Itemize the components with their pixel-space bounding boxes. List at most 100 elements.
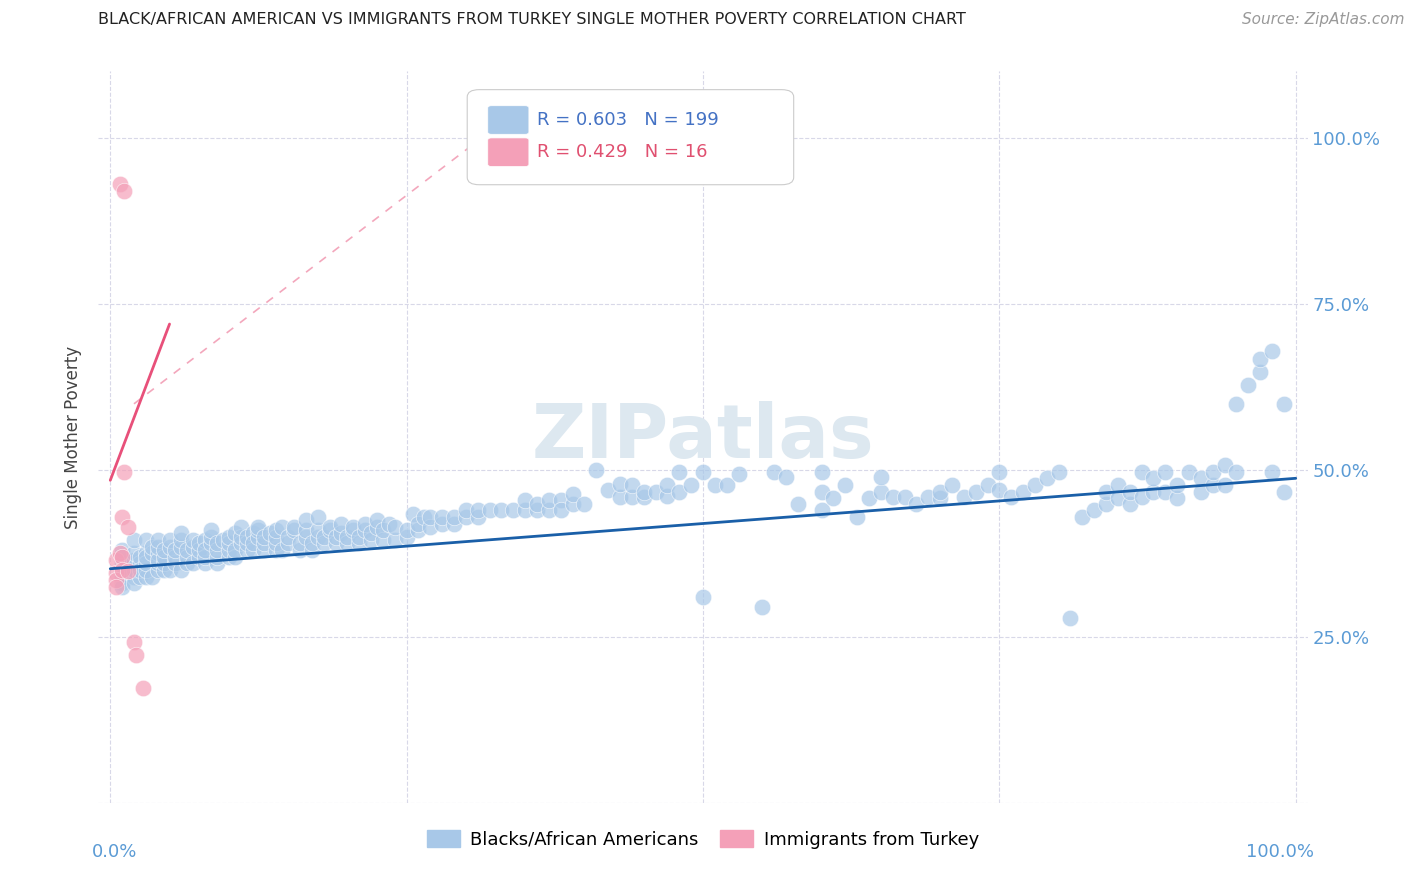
Point: [205, 536, 228, 550]
Point: [917, 490, 939, 504]
Y-axis label: Single Mother Poverty: Single Mother Poverty: [65, 345, 83, 529]
Point: [371, 533, 394, 548]
Point: [111, 543, 134, 558]
Text: Source: ZipAtlas.com: Source: ZipAtlas.com: [1241, 12, 1405, 28]
Point: [307, 509, 329, 524]
Point: [247, 530, 270, 544]
Point: [259, 526, 281, 541]
Point: [598, 483, 620, 498]
Point: [1142, 471, 1164, 485]
Point: [129, 563, 152, 577]
Point: [366, 520, 388, 534]
Point: [170, 563, 193, 577]
Point: [882, 490, 904, 504]
Point: [188, 549, 211, 564]
Point: [135, 546, 157, 560]
Point: [122, 546, 145, 560]
Point: [277, 536, 299, 550]
Point: [550, 493, 572, 508]
Point: [763, 465, 786, 479]
Point: [657, 489, 679, 503]
Point: [111, 509, 134, 524]
Point: [141, 570, 163, 584]
Point: [965, 484, 987, 499]
Point: [307, 523, 329, 537]
FancyBboxPatch shape: [488, 138, 529, 167]
Point: [408, 523, 430, 537]
Point: [1202, 465, 1225, 479]
Point: [135, 549, 157, 564]
Point: [941, 478, 963, 492]
Point: [1012, 484, 1035, 499]
Point: [283, 520, 305, 534]
Point: [117, 520, 139, 534]
Point: [159, 540, 181, 554]
Point: [988, 465, 1011, 479]
Point: [108, 546, 131, 560]
Point: [152, 563, 174, 577]
Point: [132, 681, 155, 696]
Point: [432, 516, 454, 531]
Point: [264, 536, 287, 550]
Point: [122, 635, 145, 649]
Point: [224, 526, 246, 541]
Point: [283, 523, 305, 537]
Point: [633, 484, 655, 499]
Point: [1225, 465, 1247, 479]
Point: [1059, 611, 1081, 625]
Point: [751, 599, 773, 614]
Point: [146, 557, 169, 571]
Point: [1154, 484, 1177, 499]
Point: [165, 557, 187, 571]
Point: [561, 486, 583, 500]
Point: [1071, 509, 1094, 524]
Point: [858, 491, 880, 506]
Point: [1107, 478, 1129, 492]
Point: [194, 557, 217, 571]
Text: R = 0.429   N = 16: R = 0.429 N = 16: [537, 143, 707, 161]
Point: [200, 530, 222, 544]
Point: [775, 470, 797, 484]
Point: [146, 540, 169, 554]
Point: [295, 523, 318, 537]
Point: [384, 520, 406, 534]
Point: [111, 549, 134, 564]
Point: [218, 543, 240, 558]
Point: [443, 516, 465, 531]
FancyBboxPatch shape: [467, 90, 793, 185]
Point: [253, 536, 276, 550]
Point: [152, 557, 174, 571]
Point: [129, 549, 152, 564]
Point: [371, 523, 394, 537]
Point: [325, 536, 347, 550]
Point: [264, 530, 287, 544]
Point: [395, 530, 418, 544]
Point: [122, 576, 145, 591]
FancyBboxPatch shape: [488, 106, 529, 135]
Point: [1142, 484, 1164, 499]
Point: [330, 526, 353, 541]
Point: [454, 509, 477, 524]
Point: [224, 543, 246, 558]
Point: [1130, 465, 1153, 479]
Point: [336, 530, 359, 544]
Point: [105, 580, 128, 594]
Point: [644, 484, 666, 499]
Point: [141, 540, 163, 554]
Point: [550, 503, 572, 517]
Point: [200, 523, 222, 537]
Point: [1119, 484, 1142, 499]
Point: [152, 549, 174, 564]
Point: [135, 570, 157, 584]
Point: [585, 463, 607, 477]
Point: [135, 563, 157, 577]
Point: [176, 557, 198, 571]
Point: [1213, 458, 1236, 472]
Point: [105, 566, 128, 581]
Point: [105, 553, 128, 567]
Point: [247, 523, 270, 537]
Point: [318, 520, 340, 534]
Point: [378, 516, 401, 531]
Point: [277, 530, 299, 544]
Point: [526, 497, 548, 511]
